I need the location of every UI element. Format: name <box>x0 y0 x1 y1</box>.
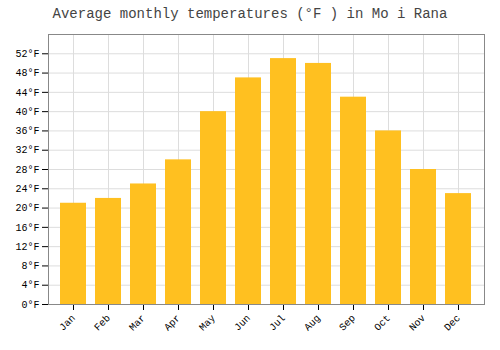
svg-text:Jan: Jan <box>57 313 78 334</box>
svg-text:48°F: 48°F <box>15 68 39 79</box>
svg-text:Apr: Apr <box>162 313 183 334</box>
svg-text:Aug: Aug <box>302 313 323 334</box>
html-text:Average monthly temperatures (: Average monthly temperatures (°F ) in Mo… <box>52 6 448 22</box>
svg-text:12°F: 12°F <box>15 242 39 253</box>
svg-text:Nov: Nov <box>407 313 428 334</box>
svg-text:Jun: Jun <box>232 313 253 334</box>
svg-text:Dec: Dec <box>442 313 463 334</box>
svg-text:40°F: 40°F <box>15 107 39 118</box>
svg-text:Mar: Mar <box>127 313 148 334</box>
svg-text:Jul: Jul <box>267 313 288 334</box>
svg-text:44°F: 44°F <box>15 88 39 99</box>
svg-text:32°F: 32°F <box>15 145 39 156</box>
svg-text:Sep: Sep <box>337 313 358 334</box>
svg-text:52°F: 52°F <box>15 49 39 60</box>
svg-text:28°F: 28°F <box>15 165 39 176</box>
svg-text:Oct: Oct <box>372 313 393 334</box>
svg-text:May: May <box>197 313 218 334</box>
svg-text:20°F: 20°F <box>15 203 39 214</box>
svg-text:0°F: 0°F <box>21 300 39 311</box>
svg-text:8°F: 8°F <box>21 261 39 272</box>
svg-text:16°F: 16°F <box>15 223 39 234</box>
svg-text:4°F: 4°F <box>21 280 39 291</box>
svg-text:24°F: 24°F <box>15 184 39 195</box>
svg-text:36°F: 36°F <box>15 126 39 137</box>
svg-text:Feb: Feb <box>92 313 113 334</box>
